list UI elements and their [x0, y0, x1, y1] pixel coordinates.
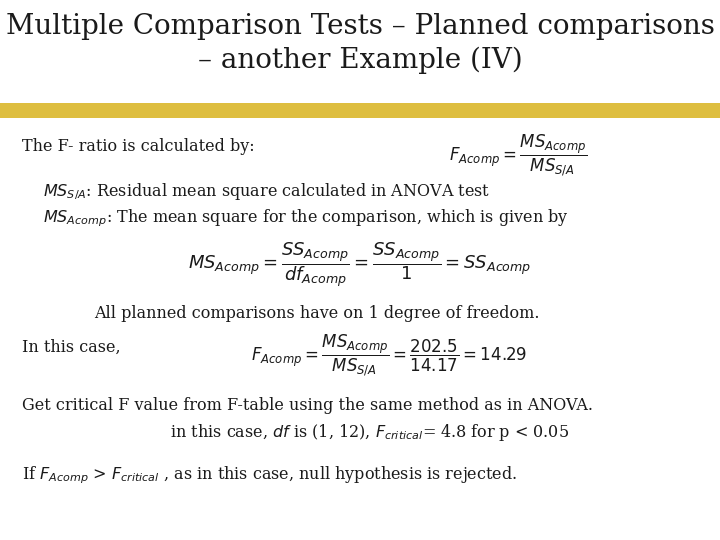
Text: $F_{Acomp} = \dfrac{MS_{Acomp}}{MS_{S/A}}$: $F_{Acomp} = \dfrac{MS_{Acomp}}{MS_{S/A}… — [449, 132, 588, 178]
Text: Get critical F value from F-table using the same method as in ANOVA.: Get critical F value from F-table using … — [22, 397, 593, 414]
Text: $MS_{Acomp}$: The mean square for the comparison, which is given by: $MS_{Acomp}$: The mean square for the co… — [43, 208, 569, 230]
Text: in this case, $df$ is (1, 12), $F_{critical}$= 4.8 for p < 0.05: in this case, $df$ is (1, 12), $F_{criti… — [150, 422, 570, 443]
Text: $MS_{S/A}$: Residual mean square calculated in ANOVA test: $MS_{S/A}$: Residual mean square calcula… — [43, 181, 490, 202]
Text: $MS_{Acomp} = \dfrac{SS_{Acomp}}{df_{Acomp}} = \dfrac{SS_{Acomp}}{1} = SS_{Acomp: $MS_{Acomp} = \dfrac{SS_{Acomp}}{df_{Aco… — [189, 240, 531, 289]
Text: In this case,: In this case, — [22, 339, 120, 355]
Text: All planned comparisons have on 1 degree of freedom.: All planned comparisons have on 1 degree… — [94, 305, 539, 322]
Text: If $F_{Acomp}$ > $F_{critical}$ , as in this case, null hypothesis is rejected.: If $F_{Acomp}$ > $F_{critical}$ , as in … — [22, 464, 517, 486]
Text: $F_{Acomp} = \dfrac{MS_{Acomp}}{MS_{S/A}} = \dfrac{202.5}{14.17} = 14.29$: $F_{Acomp} = \dfrac{MS_{Acomp}}{MS_{S/A}… — [251, 332, 527, 377]
Text: The F- ratio is calculated by:: The F- ratio is calculated by: — [22, 138, 254, 154]
Text: Multiple Comparison Tests – Planned comparisons: Multiple Comparison Tests – Planned comp… — [6, 14, 714, 40]
Text: – another Example (IV): – another Example (IV) — [197, 47, 523, 75]
FancyBboxPatch shape — [0, 103, 720, 118]
